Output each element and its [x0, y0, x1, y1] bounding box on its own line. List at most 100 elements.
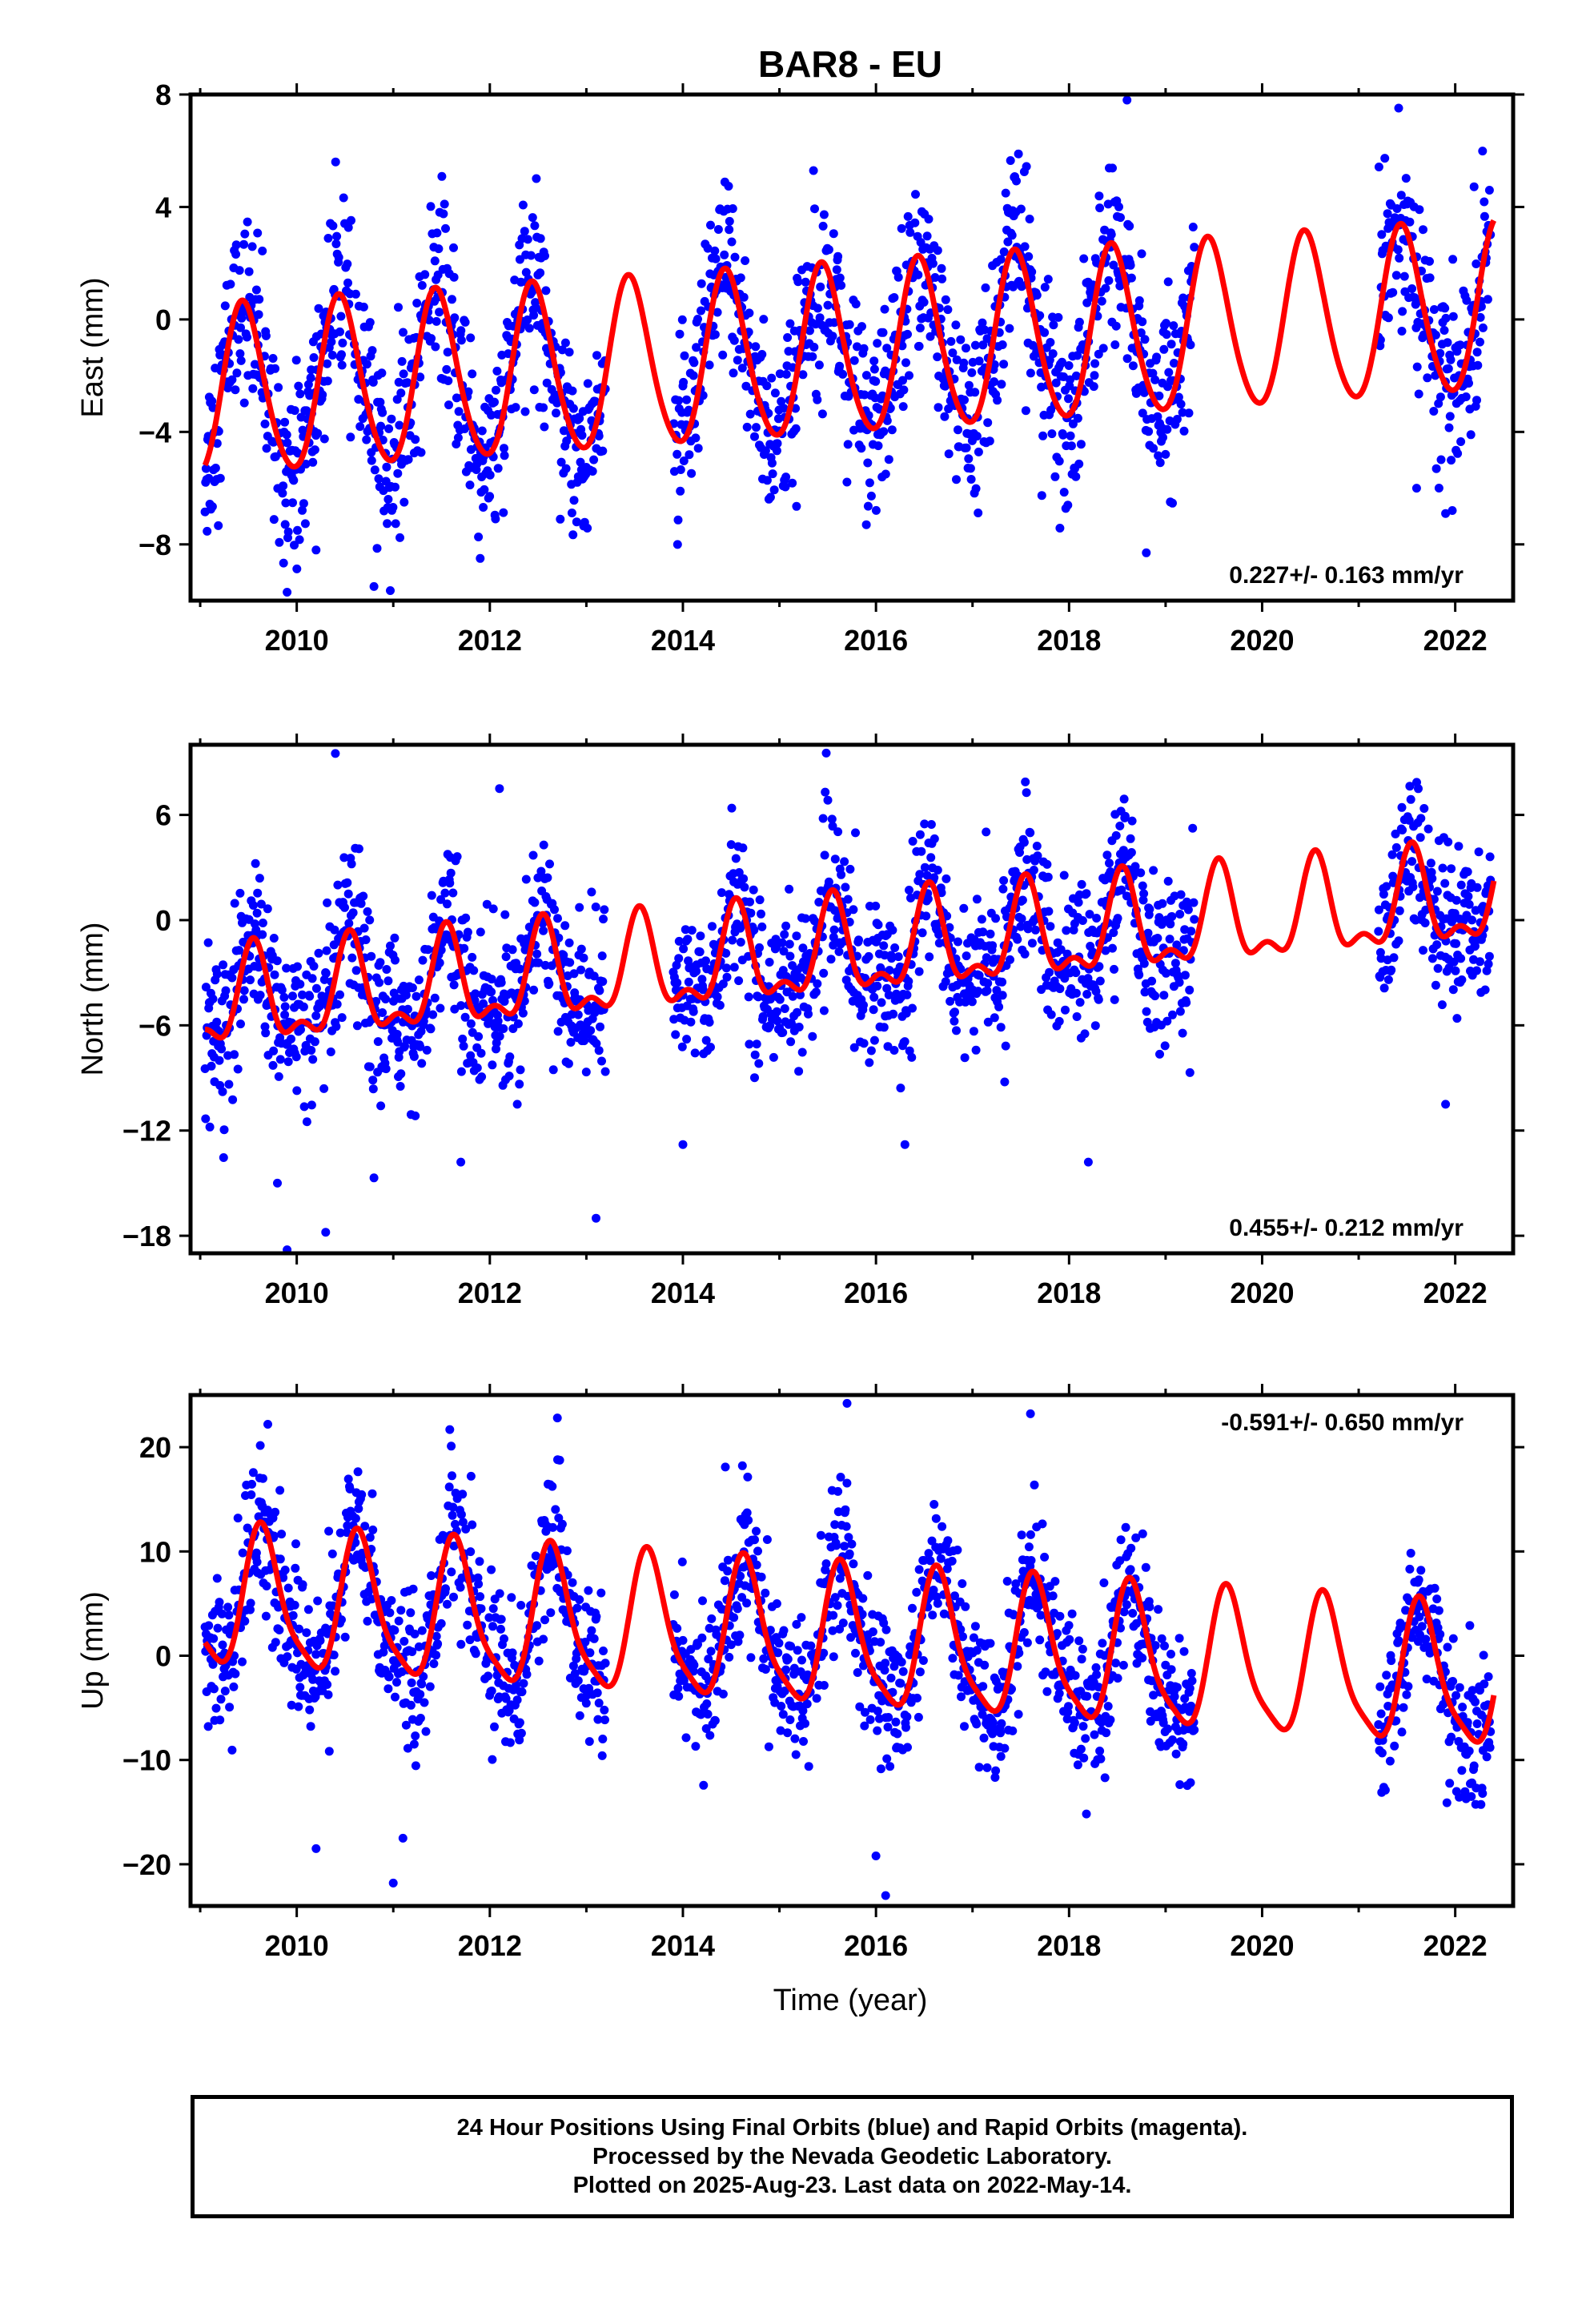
- data-point: [1006, 955, 1014, 964]
- data-point: [1012, 176, 1021, 186]
- data-point: [411, 435, 420, 444]
- data-point: [990, 1773, 1000, 1782]
- data-point: [877, 998, 886, 1007]
- data-point: [562, 1546, 572, 1555]
- data-point: [996, 1751, 1006, 1761]
- data-point: [821, 748, 831, 758]
- data-point: [448, 295, 456, 304]
- data-point: [488, 904, 498, 914]
- data-point: [275, 1486, 285, 1495]
- data-point: [1037, 491, 1046, 501]
- data-point: [1452, 939, 1461, 948]
- data-point: [752, 1039, 761, 1049]
- data-point: [857, 444, 866, 453]
- data-point: [1040, 328, 1050, 337]
- data-point: [769, 1052, 778, 1062]
- data-point: [823, 300, 833, 310]
- data-point: [779, 1626, 789, 1635]
- data-point: [283, 527, 293, 537]
- data-point: [930, 1500, 939, 1509]
- data-point: [1062, 926, 1071, 935]
- data-point: [1053, 1629, 1062, 1638]
- data-point: [838, 1618, 848, 1628]
- data-point: [1099, 1578, 1109, 1587]
- data-point: [813, 304, 822, 313]
- data-point: [532, 1621, 542, 1630]
- data-point: [1380, 154, 1390, 163]
- data-point: [690, 1048, 700, 1058]
- data-point: [829, 229, 838, 239]
- data-point: [511, 403, 520, 412]
- data-point: [269, 515, 279, 525]
- data-point: [982, 986, 992, 995]
- data-point: [834, 947, 844, 956]
- data-point: [1164, 368, 1174, 377]
- data-point: [433, 1639, 443, 1649]
- data-point: [416, 1690, 425, 1699]
- data-point: [1440, 304, 1450, 313]
- data-point: [539, 403, 548, 412]
- data-point: [905, 886, 913, 895]
- data-point: [992, 986, 1002, 995]
- data-point: [392, 1030, 402, 1039]
- data-point: [1152, 352, 1162, 362]
- data-point: [967, 997, 977, 1007]
- data-point: [417, 1626, 427, 1635]
- data-point: [673, 515, 683, 525]
- data-point: [449, 272, 459, 282]
- data-point: [471, 1649, 480, 1659]
- data-point: [327, 1549, 337, 1558]
- data-point: [849, 356, 859, 365]
- data-point: [733, 1604, 742, 1614]
- data-point: [330, 925, 339, 935]
- data-point: [880, 1666, 889, 1675]
- data-point: [915, 1667, 925, 1677]
- data-point: [500, 451, 509, 460]
- data-point: [272, 956, 282, 966]
- data-point: [293, 962, 302, 971]
- data-point: [1138, 408, 1147, 418]
- data-point: [705, 1018, 714, 1027]
- data-point: [365, 1062, 375, 1072]
- data-point: [557, 1519, 567, 1529]
- data-point: [204, 1621, 214, 1630]
- data-point: [1456, 437, 1466, 446]
- data-point: [567, 1010, 576, 1019]
- data-point: [736, 1571, 745, 1581]
- data-point: [393, 1037, 403, 1047]
- data-point: [704, 1655, 713, 1664]
- data-point: [1439, 326, 1449, 335]
- data-point: [1412, 362, 1422, 372]
- data-point: [996, 1023, 1006, 1032]
- data-point: [528, 850, 538, 860]
- data-point: [1162, 330, 1171, 340]
- data-point: [282, 963, 291, 973]
- data-point: [557, 345, 567, 355]
- data-point: [1053, 938, 1062, 947]
- data-point: [786, 1037, 796, 1047]
- data-point: [1397, 802, 1407, 812]
- data-point: [903, 1743, 912, 1752]
- data-point: [255, 874, 264, 883]
- data-point: [676, 486, 685, 496]
- outlier-point: [1441, 509, 1451, 518]
- data-point: [860, 390, 869, 400]
- data-point: [914, 1565, 924, 1574]
- data-point: [485, 470, 495, 480]
- outlier-point: [1122, 95, 1132, 105]
- data-point: [422, 1045, 432, 1055]
- data-point: [355, 422, 365, 432]
- east-axis-label: East (mm): [76, 277, 110, 417]
- data-point: [781, 482, 790, 492]
- data-point: [1136, 868, 1146, 878]
- data-point: [299, 1102, 309, 1112]
- data-point: [271, 1638, 280, 1647]
- data-point: [215, 1598, 224, 1607]
- data-point: [922, 231, 932, 241]
- data-point: [946, 996, 955, 1006]
- data-point: [243, 332, 251, 342]
- data-point: [1092, 1670, 1102, 1679]
- data-point: [1064, 361, 1074, 370]
- data-point: [876, 1638, 885, 1647]
- data-point: [456, 336, 466, 345]
